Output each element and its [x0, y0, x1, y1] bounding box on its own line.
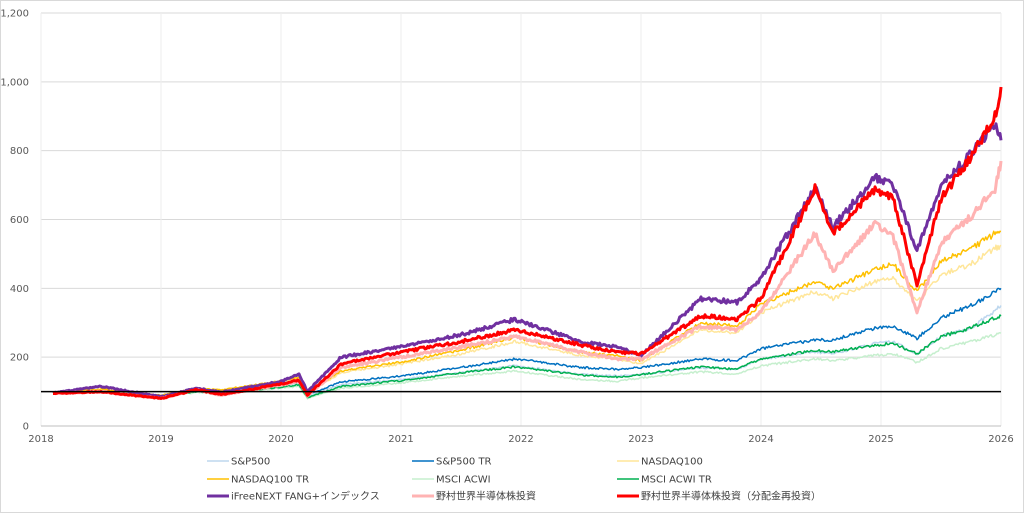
legend-label: iFreeNEXT FANG+インデックス	[231, 490, 380, 503]
legend-item: S&P500 TR	[412, 457, 492, 468]
gridlines	[40, 12, 1002, 427]
legend-label: 野村世界半導体株投資	[436, 490, 536, 503]
series-line	[52, 305, 1002, 398]
x-tick-label: 2019	[148, 434, 173, 445]
legend-item: NASDAQ100 TR	[207, 475, 309, 486]
legend-item: MSCI ACWI TR	[617, 475, 712, 486]
x-tick-label: 2018	[28, 434, 53, 445]
series-line	[52, 122, 1003, 399]
y-tick-label: 800	[10, 146, 29, 157]
x-tick-label: 2024	[748, 434, 773, 445]
legend-item: MSCI ACWI	[412, 475, 491, 486]
x-tick-label: 2022	[508, 434, 533, 445]
legend-item: 野村世界半導体株投資（分配金再投資）	[617, 490, 821, 503]
legend-label: NASDAQ100 TR	[231, 475, 309, 486]
legend-label: S&P500	[231, 457, 270, 468]
y-tick-label: 600	[10, 215, 29, 226]
y-axis-tick-labels: 0 200 400 600 800 1,000 1,200	[0, 9, 29, 433]
y-tick-label: 200	[10, 353, 29, 364]
legend-label: S&P500 TR	[436, 457, 492, 468]
legend-label: NASDAQ100	[641, 457, 703, 468]
legend-item: 野村世界半導体株投資	[412, 490, 536, 503]
legend-item: NASDAQ100	[617, 457, 703, 468]
x-tick-label: 2025	[868, 434, 893, 445]
y-tick-label: 1,000	[0, 77, 29, 88]
legend-label: MSCI ACWI	[436, 475, 491, 486]
series-lines	[41, 86, 1003, 401]
legend-item: iFreeNEXT FANG+インデックス	[207, 490, 380, 503]
legend-label: MSCI ACWI TR	[641, 475, 712, 486]
x-tick-label: 2021	[388, 434, 413, 445]
x-tick-label: 2023	[628, 434, 653, 445]
y-tick-label: 0	[23, 422, 29, 433]
x-tick-label: 2026	[988, 434, 1013, 445]
series-line	[52, 86, 1003, 400]
legend-label: 野村世界半導体株投資（分配金再投資）	[641, 490, 821, 503]
legend-item: S&P500	[207, 457, 270, 468]
series-line	[52, 314, 1002, 399]
series-line	[52, 230, 1002, 397]
y-tick-label: 1,200	[0, 9, 29, 20]
x-axis-tick-labels: 2018 2019 2020 2021 2022 2023 2024 2025 2026	[28, 434, 1013, 445]
x-tick-label: 2020	[268, 434, 293, 445]
legend: S&P500 S&P500 TR NASDAQ100 NASDAQ100 TR MSCI…	[207, 457, 821, 503]
y-tick-label: 400	[10, 284, 29, 295]
